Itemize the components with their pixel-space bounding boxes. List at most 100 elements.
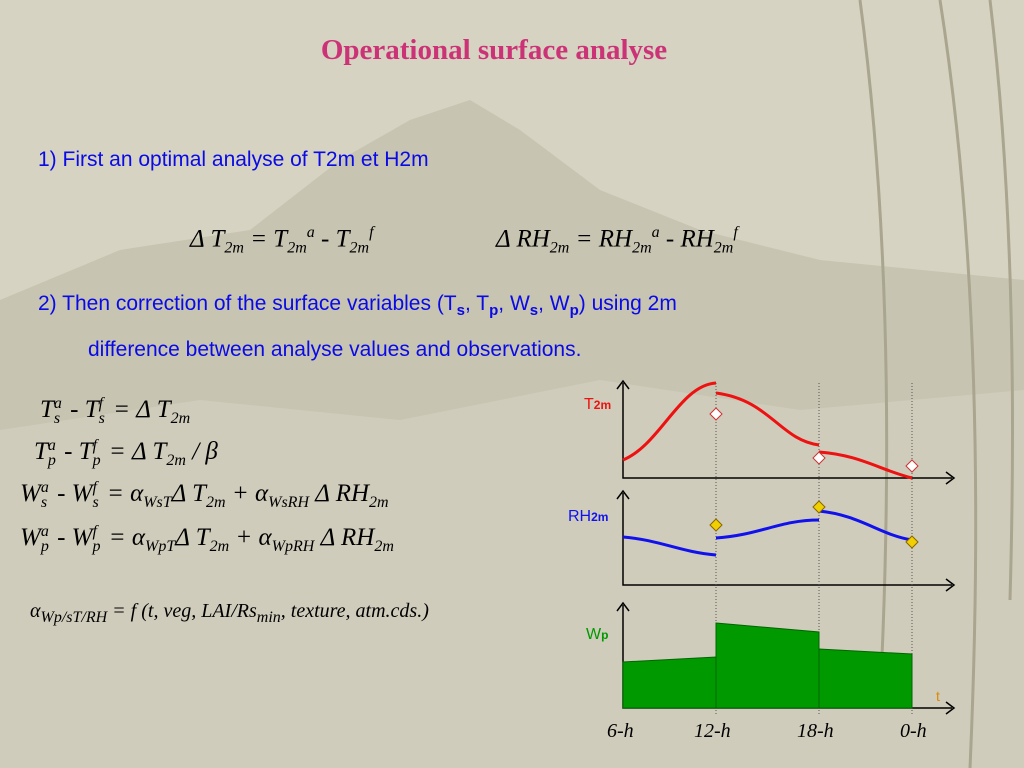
graphic-part <box>818 509 913 542</box>
text-fragment: 2m <box>287 239 307 257</box>
text-fragment: s <box>92 494 99 512</box>
text-fragment: + α <box>225 480 269 507</box>
text-fragment: W <box>20 524 41 551</box>
graphic-part <box>812 451 826 465</box>
text-fragment: 2m <box>224 239 244 257</box>
text-fragment: , W <box>538 292 570 315</box>
graphic-part <box>715 391 820 447</box>
text-fragment: - T <box>57 438 93 465</box>
text-fragment: WsT <box>143 494 172 511</box>
text-fragment: f <box>369 224 374 241</box>
wp-label: Wp <box>586 626 608 644</box>
text-fragment: WsRH <box>268 494 309 511</box>
t2m-label: T2m <box>584 396 611 414</box>
text-fragment: - W <box>50 524 93 551</box>
graphic-part <box>905 535 919 549</box>
step2-line2: difference between analyse values and ob… <box>88 338 582 361</box>
text-fragment: 2m <box>170 410 191 427</box>
text-fragment: f <box>92 437 98 455</box>
text-fragment: Δ RH <box>309 480 370 507</box>
text-fragment: a <box>40 479 49 497</box>
text-fragment: 2m <box>374 538 394 555</box>
text-fragment: Δ RH <box>496 225 550 253</box>
text-fragment: W <box>20 480 41 507</box>
time-label: 18-h <box>797 720 834 742</box>
text-fragment: 2m <box>206 494 226 511</box>
text-fragment: a <box>53 395 62 413</box>
text-fragment: s <box>98 410 105 428</box>
text-fragment: f <box>98 395 104 413</box>
text-fragment: ) using 2m <box>578 292 677 315</box>
text-fragment: p <box>489 302 499 319</box>
text-fragment: 2m <box>591 510 609 524</box>
text-fragment: s <box>40 494 48 512</box>
text-fragment: f <box>733 224 738 241</box>
text-fragment: T <box>40 396 54 423</box>
time-label: 6-h <box>607 720 634 742</box>
text-fragment: a <box>306 224 315 241</box>
text-fragment: 2m <box>632 239 652 257</box>
graphic-part <box>818 450 913 480</box>
rh-curve <box>622 509 913 557</box>
graphic-part <box>622 535 717 557</box>
eq-delta-t: Δ T2m = T2ma - T2mf <box>190 224 374 257</box>
text-fragment: Wp/sT/RH <box>40 609 108 626</box>
graphic-part <box>715 622 820 709</box>
text-fragment: a <box>40 523 49 541</box>
text-fragment: RH <box>568 508 592 525</box>
wp-bars <box>622 622 913 709</box>
t2m-curve <box>622 381 913 480</box>
step2: 2) Then correction of the surface variab… <box>38 292 677 319</box>
text-fragment: T <box>34 438 48 465</box>
time-label: 0-h <box>900 720 927 742</box>
text-fragment: = RH <box>569 225 633 253</box>
text-fragment: a <box>47 437 56 455</box>
rh-obs <box>709 500 919 549</box>
text-fragment: WpT <box>144 538 176 555</box>
graphic-part <box>818 648 913 709</box>
text-fragment: 2m <box>349 239 370 257</box>
text-fragment: WpRH <box>271 538 315 555</box>
graphic-part <box>709 407 723 421</box>
text-fragment: Δ T <box>190 225 225 253</box>
text-fragment: - RH <box>659 225 714 253</box>
graphic-part <box>622 381 717 462</box>
graphic-part <box>622 656 717 709</box>
rh-axis <box>622 493 952 586</box>
graphic-part <box>905 459 919 473</box>
text-fragment: = Δ T <box>106 396 171 423</box>
text-fragment: = T <box>243 225 288 253</box>
text-fragment: , texture, atm.cds.) <box>280 600 429 622</box>
alpha-definition: αWp/sT/RH = f (t, veg, LAI/Rsmin, textur… <box>30 600 429 627</box>
text-fragment: p <box>92 452 101 470</box>
eq-delta-rh: Δ RH2m = RH2ma - RH2mf <box>496 224 738 257</box>
text-fragment: T <box>584 396 594 413</box>
t2m-obs <box>709 407 919 473</box>
title: Operational surface analyse <box>320 34 668 66</box>
text-fragment: f <box>92 523 97 541</box>
rh2m-label: RH2m <box>568 508 608 526</box>
text-fragment: a <box>651 224 660 241</box>
text-fragment: s <box>529 302 539 319</box>
text-fragment: , T <box>464 292 490 315</box>
text-fragment: p <box>40 538 49 556</box>
text-fragment: + α <box>229 524 272 551</box>
text-fragment: = f (t, veg, LAI/Rs <box>107 600 257 622</box>
text-fragment: 2m <box>369 494 389 511</box>
text-fragment: - W <box>50 480 93 507</box>
text-fragment: 2m <box>549 239 570 257</box>
text-fragment: = Δ T <box>102 438 167 465</box>
text-fragment: 2m <box>593 398 612 412</box>
